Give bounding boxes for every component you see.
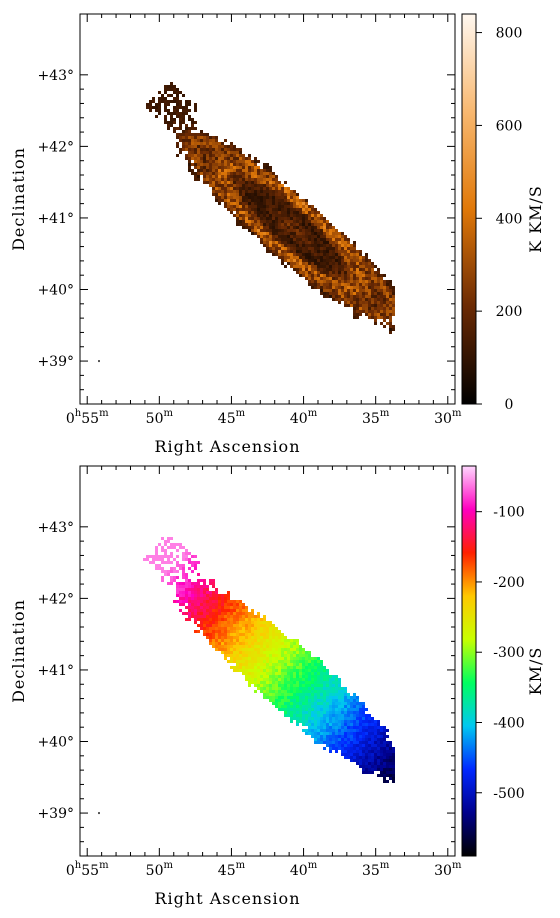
x-tick-label: 35m [362,408,390,427]
x-tick-label: 40m [290,408,318,427]
y-tick-label: +43° [37,520,74,536]
intensity-map-panel: 0h55m 50m 45m 40m 35m 30m +43° +42° +41° +40° +39°… [9,13,545,456]
x-tick-label: 30m [434,860,462,879]
x-tick: 30m [434,14,462,427]
colorbar-tick-label: 400 [496,211,523,227]
colorbar-scale [461,465,477,857]
isolated-dot [98,360,100,363]
y-tick: +41° [37,211,455,276]
x-tick-label: 50m [146,860,174,879]
colorbar-tick-label: -500 [493,786,524,802]
colorbar-tick-label: 0 [505,397,514,413]
x-tick: 40m [290,466,362,879]
y-tick-label: +41° [37,211,74,227]
y-tick: +42° [37,591,455,657]
colorbar-scale [461,13,477,405]
colorbar: -100 -200 -300 -400 -500 KM/S [461,465,545,857]
plot-frame [79,13,456,405]
x-tick-label: 40m [290,860,318,879]
velocity-map-panel: 0h55m 50m 45m 40m 35m 30m +43° +42° +41° +40° +39°… [9,465,545,908]
x-axis-title: Right Ascension [155,437,301,456]
galaxy-image [143,537,395,783]
x-tick: 45m [218,14,290,427]
x-tick: 30m [434,466,462,879]
isolated-dot [98,812,100,815]
x-tick: 45m [218,466,290,879]
y-tick-label: +42° [37,139,74,155]
y-tick-label: +42° [37,591,74,607]
x-tick: 0h55m [66,14,146,427]
y-axis-title: Declination [9,147,28,251]
y-axis-title: Declination [9,599,28,703]
colorbar-tick-label: -400 [493,715,524,731]
x-tick-label: 0h55m [66,408,109,427]
x-tick-label: 0h55m [66,860,109,879]
x-tick: 35m [362,14,434,427]
colorbar-label: KM/S [526,647,545,696]
x-tick: 50m [146,14,218,427]
y-tick: +43° [37,520,455,585]
y-tick: +39° [37,354,455,405]
y-tick: +39° [37,806,455,857]
plot-frame [79,465,456,857]
colorbar-tick-label: 800 [496,26,523,42]
colorbar-tick-label: 200 [496,304,523,320]
colorbar-tick-label: -300 [493,645,524,661]
x-tick-label: 35m [362,860,390,879]
y-tick-label: +40° [37,283,74,299]
y-tick-label: +40° [37,735,74,751]
colorbar-tick-label: -100 [493,505,524,521]
x-tick: 50m [146,466,218,879]
x-tick: 0h55m [66,466,146,879]
y-tick-label: +39° [37,354,74,370]
y-tick-label: +39° [37,806,74,822]
x-tick: 40m [290,14,362,427]
y-tick: +40° [37,283,455,348]
y-tick: +40° [37,735,455,800]
x-tick-label: 50m [146,408,174,427]
y-tick: +42° [37,139,455,205]
x-tick-label: 45m [218,408,246,427]
y-tick-label: +43° [37,68,74,84]
colorbar-tick-label: -200 [493,575,524,591]
colorbar: 0 200 400 600 800 K KM/S [461,13,545,413]
colorbar-label: K KM/S [526,185,545,253]
x-tick: 35m [362,466,434,879]
y-tick: +41° [37,663,455,728]
x-tick-label: 30m [434,408,462,427]
galaxy-image [146,82,395,334]
y-tick-label: +41° [37,663,74,679]
colorbar-tick-label: 600 [496,118,523,134]
x-axis-title: Right Ascension [155,889,301,908]
x-tick-label: 45m [218,860,246,879]
y-tick: +43° [37,68,455,133]
